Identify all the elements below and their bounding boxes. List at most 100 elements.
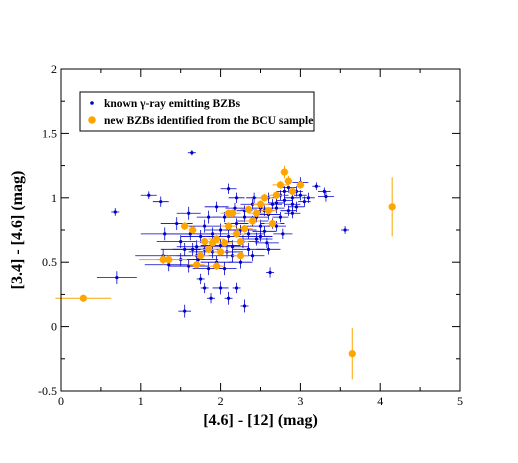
x-axis: 0 1 2 3 4 5 xyxy=(58,69,463,408)
legend: known γ-ray emitting BZBs new BZBs ident… xyxy=(79,91,315,132)
known-bzb-point xyxy=(183,247,187,251)
known-bzb-point xyxy=(314,184,318,188)
known-bzb-point xyxy=(252,196,256,200)
known-bzb-point xyxy=(265,241,269,245)
new-bzb-point xyxy=(252,209,261,217)
known-bzb-point xyxy=(266,247,271,251)
legend-box xyxy=(79,91,315,132)
new-bzb-point xyxy=(213,262,221,270)
known-bzb-point xyxy=(115,276,119,280)
y-tick-label: 2 xyxy=(51,62,57,76)
new-bzb-point xyxy=(288,187,297,195)
known-bzb-point xyxy=(207,215,211,219)
known-bzb-point xyxy=(234,196,239,200)
new-bzb-point xyxy=(232,230,241,238)
known-bzb-point xyxy=(290,196,295,200)
known-bzb-point xyxy=(207,267,211,271)
known-bzb-point xyxy=(306,196,310,200)
new-bzb-point xyxy=(264,207,273,215)
known-bzb-point xyxy=(294,205,299,209)
known-bzb-point xyxy=(147,193,151,197)
known-bzb-point xyxy=(278,215,283,219)
y-axis: -0.5 0 0.5 1 1.5 2 xyxy=(38,62,460,398)
known-bzb-point xyxy=(230,245,235,249)
new-bzb-point xyxy=(260,194,269,202)
known-bzb-point xyxy=(254,237,259,241)
y-axis-title: [3.4] - [4.6] (mag) xyxy=(9,171,26,290)
legend-label-known: known γ-ray emitting BZBs xyxy=(104,98,241,110)
x-tick-label: 3 xyxy=(297,394,303,408)
known-bzb-point xyxy=(187,211,191,215)
new-bzb-point xyxy=(201,237,209,246)
known-bzb-point xyxy=(234,286,239,290)
known-bzb-point xyxy=(195,245,199,249)
new-bzb-point xyxy=(189,226,197,234)
y-tick-label: 0 xyxy=(51,320,57,334)
y-tick-label: -0.5 xyxy=(38,384,57,398)
known-bzb-point xyxy=(274,201,279,205)
known-bzb-point xyxy=(286,209,291,213)
x-tick-label: 5 xyxy=(457,394,463,408)
y-tick-label: 1 xyxy=(51,191,57,205)
known-bzb-point xyxy=(281,232,285,236)
known-bzb-point xyxy=(199,234,203,239)
new-bzb-point xyxy=(197,252,205,260)
known-bzb-point xyxy=(322,189,326,193)
series-new-bzbs xyxy=(55,165,396,380)
known-bzb-point xyxy=(262,229,267,233)
new-bzb-point xyxy=(236,237,245,246)
new-bzb-point xyxy=(280,168,289,176)
x-tick-label: 4 xyxy=(377,394,383,408)
known-bzb-point xyxy=(215,205,219,209)
y-tick-label: 1.5 xyxy=(42,126,57,140)
known-bzb-point xyxy=(163,232,167,236)
known-bzb-point xyxy=(219,228,223,232)
legend-marker-known xyxy=(90,101,94,105)
known-bzb-point xyxy=(238,260,243,264)
x-axis-title: [4.6] - [12] (mag) xyxy=(203,412,318,429)
known-bzb-point xyxy=(242,304,247,308)
known-bzb-point xyxy=(113,210,117,214)
x-tick-label: 2 xyxy=(218,394,224,408)
new-bzb-point xyxy=(272,191,281,199)
known-bzb-point xyxy=(282,198,287,202)
x-tick-label: 0 xyxy=(58,394,64,408)
known-bzb-point xyxy=(290,211,295,215)
known-bzb-point xyxy=(246,232,251,236)
new-bzb-point xyxy=(224,222,233,230)
known-bzb-point xyxy=(268,270,272,275)
known-bzb-point xyxy=(286,185,291,190)
new-bzb-point xyxy=(193,261,201,269)
known-bzb-point xyxy=(250,202,255,206)
known-bzb-point xyxy=(190,151,194,155)
known-bzb-point xyxy=(324,194,328,199)
new-bzb-point xyxy=(284,177,293,185)
new-bzb-point xyxy=(220,239,229,247)
known-bzb-point xyxy=(219,286,223,290)
new-bzb-point xyxy=(348,350,356,358)
new-bzb-point xyxy=(79,294,87,302)
known-bzb-point xyxy=(282,189,287,193)
known-bzb-point xyxy=(183,309,187,313)
known-bzb-point xyxy=(258,224,263,228)
new-bzb-point xyxy=(268,219,277,228)
known-bzb-point xyxy=(250,254,255,258)
new-bzb-point xyxy=(213,235,221,243)
new-bzb-point xyxy=(276,181,285,189)
new-bzb-point xyxy=(240,225,249,233)
new-bzb-point xyxy=(236,252,245,260)
known-bzb-point xyxy=(258,234,263,239)
known-bzb-point xyxy=(226,187,231,191)
new-bzb-point xyxy=(244,205,253,213)
known-bzb-point xyxy=(226,234,231,239)
new-bzb-point xyxy=(217,248,225,256)
known-bzb-point xyxy=(343,228,347,232)
known-bzb-point xyxy=(226,296,231,300)
new-bzb-point xyxy=(256,200,265,208)
new-bzb-point xyxy=(159,256,167,264)
legend-label-new: new BZBs identified from the BCU sample xyxy=(104,115,313,127)
known-bzb-point xyxy=(274,224,279,228)
new-bzb-point xyxy=(205,245,213,253)
y-tick-label: 0.5 xyxy=(42,255,57,269)
